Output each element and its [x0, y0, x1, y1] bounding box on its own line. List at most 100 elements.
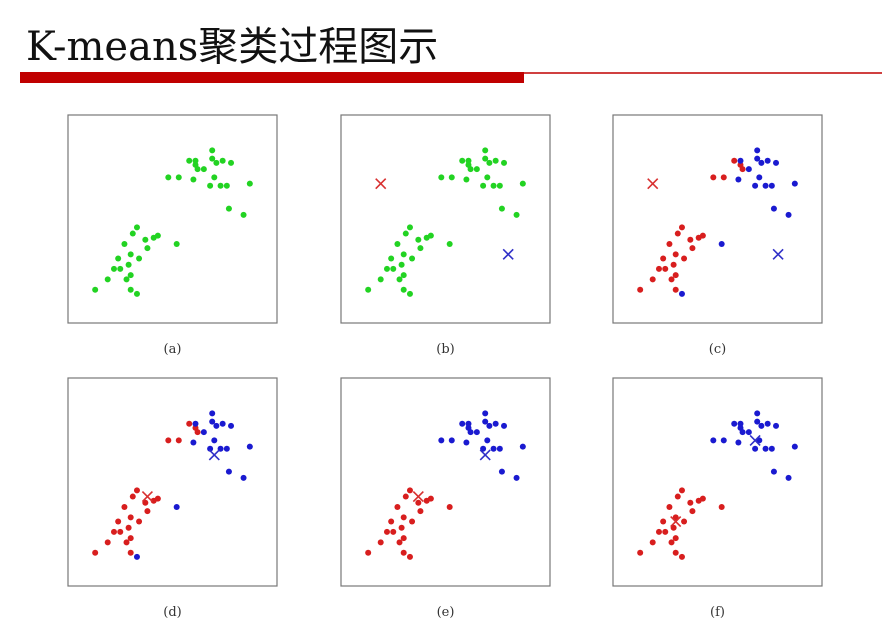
point: [125, 261, 132, 268]
point: [217, 182, 224, 189]
point: [754, 410, 761, 417]
point: [438, 437, 445, 444]
point: [213, 422, 220, 429]
point: [678, 224, 685, 231]
point: [486, 159, 493, 166]
point: [427, 232, 434, 239]
panel-caption: (d): [163, 605, 181, 620]
point: [390, 528, 397, 535]
point: [731, 157, 738, 164]
point: [402, 493, 409, 500]
centroid: [208, 449, 220, 461]
slide-title: K-means聚类过程图示: [26, 24, 438, 70]
point: [484, 174, 491, 181]
point: [773, 422, 780, 429]
point: [190, 439, 197, 446]
point: [186, 420, 193, 427]
point: [672, 535, 679, 542]
point: [637, 549, 644, 556]
point: [383, 528, 390, 535]
point: [490, 445, 497, 452]
point: [121, 240, 128, 247]
panel-frame: [612, 114, 823, 324]
point: [718, 503, 725, 510]
point: [123, 276, 130, 283]
point: [467, 166, 474, 173]
point: [365, 286, 372, 293]
point: [710, 437, 717, 444]
point: [519, 180, 526, 187]
point: [110, 528, 117, 535]
centroid-stroke: [772, 248, 784, 260]
point: [699, 232, 706, 239]
point: [92, 549, 99, 556]
centroid-stroke: [670, 515, 682, 528]
point: [735, 176, 742, 183]
point: [417, 508, 424, 515]
point: [720, 437, 727, 444]
point: [219, 420, 226, 427]
centroid-stroke: [375, 178, 387, 190]
point: [365, 549, 372, 556]
point: [388, 255, 395, 262]
centroid: [502, 248, 514, 260]
point: [773, 159, 780, 166]
point: [791, 180, 798, 187]
title-bar: [20, 72, 524, 83]
point: [127, 286, 134, 293]
point: [745, 166, 752, 173]
point: [655, 528, 662, 535]
point: [737, 420, 744, 427]
centroid: [375, 178, 387, 190]
point: [785, 474, 792, 481]
point: [154, 495, 161, 502]
point: [756, 437, 763, 444]
point: [770, 468, 777, 475]
point: [194, 166, 201, 173]
centroid: [647, 178, 659, 190]
point: [672, 514, 679, 521]
point: [125, 524, 132, 531]
point: [513, 211, 520, 218]
point: [496, 182, 503, 189]
point: [668, 539, 675, 546]
point: [687, 236, 694, 243]
scatter-panel: (c): [612, 114, 823, 357]
point: [396, 539, 403, 546]
point: [213, 159, 220, 166]
panel-caption: (b): [436, 342, 454, 357]
point: [672, 251, 679, 258]
point: [484, 437, 491, 444]
point: [649, 276, 656, 283]
point: [142, 499, 149, 506]
point: [672, 549, 679, 556]
point: [463, 439, 470, 446]
point: [394, 240, 401, 247]
point: [133, 290, 140, 297]
point: [246, 180, 253, 187]
panel-frame: [67, 377, 278, 587]
panel-frame: [340, 377, 551, 587]
point: [127, 514, 134, 521]
point: [710, 174, 717, 181]
point: [754, 147, 761, 154]
point: [467, 429, 474, 436]
point: [678, 290, 685, 297]
centroid: [749, 434, 761, 446]
point: [175, 174, 182, 181]
scatter-panel: (e): [340, 377, 551, 620]
point: [173, 240, 180, 247]
point: [486, 422, 493, 429]
point: [756, 174, 763, 181]
point: [240, 211, 247, 218]
point: [209, 410, 216, 417]
centroid-stroke: [412, 490, 424, 503]
panel-caption: (c): [709, 342, 726, 357]
point: [388, 518, 395, 525]
point: [465, 420, 472, 427]
point: [136, 255, 143, 262]
point: [498, 468, 505, 475]
point: [699, 495, 706, 502]
point: [175, 437, 182, 444]
point: [209, 147, 216, 154]
